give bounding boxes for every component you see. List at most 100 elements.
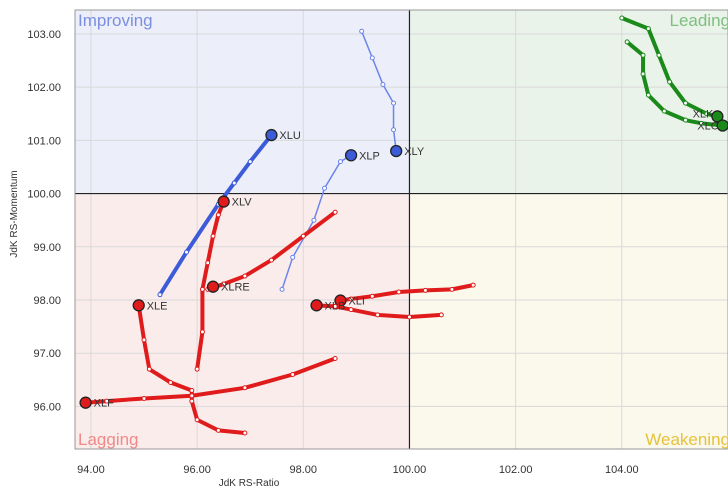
trail-point xyxy=(667,79,673,85)
trail-point xyxy=(332,356,338,362)
trail-point xyxy=(322,185,328,191)
trail-line-xlu xyxy=(157,133,274,297)
trail-xli xyxy=(334,282,476,307)
trail-point xyxy=(438,312,444,318)
trail-point xyxy=(210,233,216,239)
symbol-label-xlc: XLC xyxy=(697,120,718,132)
symbol-label-xlb: XLB xyxy=(325,300,346,312)
trail-line-xlb xyxy=(314,303,444,320)
head-marker-xlb xyxy=(310,299,323,312)
trail-point xyxy=(391,127,397,133)
trail-xlc xyxy=(624,39,728,132)
x-tick-label: 98.00 xyxy=(290,464,318,476)
head-marker-xlc xyxy=(716,119,728,132)
trail-point xyxy=(332,209,338,215)
trail-point xyxy=(369,293,375,299)
trail-point xyxy=(168,379,174,385)
y-tick-labels: 96.00 97.00 98.00 99.00 100.00 101.00 102.00 10… xyxy=(27,29,61,413)
trail-point xyxy=(290,372,296,378)
symbol-label-xlf: XLF xyxy=(94,398,114,410)
trail-point xyxy=(221,281,227,287)
trail-point xyxy=(683,117,689,123)
trail-point xyxy=(656,52,662,58)
trail-point xyxy=(311,217,317,223)
head-marker-xlre xyxy=(206,280,220,293)
trail-point xyxy=(406,314,412,320)
quadrant-labels: Improving Leading Lagging Weakening xyxy=(78,11,728,449)
head-marker-xly xyxy=(390,144,403,158)
quadrant-lagging xyxy=(75,193,410,449)
trail-point xyxy=(704,111,710,117)
trail-point xyxy=(640,52,646,58)
x-tick-label: 104.00 xyxy=(605,464,639,476)
trail-point xyxy=(359,28,365,34)
trail-point xyxy=(104,398,110,404)
x-axis-title: JdK RS-Ratio xyxy=(219,478,280,489)
trail-point xyxy=(242,385,248,391)
symbol-label-xlu: XLU xyxy=(279,130,300,142)
y-tick-label: 98.00 xyxy=(33,295,61,307)
trail-point xyxy=(231,180,237,186)
x-tick-label: 96.00 xyxy=(183,464,211,476)
quadrant-leading xyxy=(409,10,728,194)
trail-point xyxy=(199,286,205,292)
x-tick-label: 94.00 xyxy=(77,464,105,476)
quadrant-label-leading: Leading xyxy=(669,11,728,30)
trail-point xyxy=(215,212,221,218)
trail-xlk xyxy=(619,15,724,123)
y-tick-label: 99.00 xyxy=(33,242,61,254)
trail-point xyxy=(470,282,476,288)
trail-point xyxy=(348,296,354,302)
trail-point xyxy=(242,430,248,436)
x-tick-label: 102.00 xyxy=(499,464,533,476)
trail-point xyxy=(205,260,211,266)
x-tick-labels: 94.00 96.00 98.00 100.00 102.00 104.00 xyxy=(77,464,638,476)
center-lines xyxy=(75,10,728,449)
trail-point xyxy=(640,71,646,77)
trail-point xyxy=(380,81,386,87)
plot-border xyxy=(74,9,728,450)
trail-point xyxy=(290,254,296,260)
head-marker-xle xyxy=(132,299,145,312)
y-tick-label: 101.00 xyxy=(27,135,61,147)
trail-point xyxy=(396,289,402,295)
symbol-label-xlv: XLV xyxy=(232,197,253,209)
quadrant-label-weakening: Weakening xyxy=(645,430,728,449)
trail-point xyxy=(141,395,147,401)
y-tick-label: 97.00 xyxy=(33,348,61,360)
head-marker-xlp xyxy=(344,149,358,162)
trail-point xyxy=(698,120,704,126)
trail-point xyxy=(146,366,152,372)
trail-point xyxy=(375,312,381,318)
trail-point xyxy=(337,159,343,165)
trail-xle xyxy=(132,299,248,436)
trail-point xyxy=(449,286,455,292)
symbol-label-xlk: XLK xyxy=(693,108,714,120)
trail-point xyxy=(332,303,338,309)
trail-point xyxy=(183,249,189,255)
trail-point xyxy=(189,387,195,393)
trail-point xyxy=(247,159,253,165)
symbol-label-xlp: XLP xyxy=(359,150,380,162)
y-tick-label: 103.00 xyxy=(27,29,61,41)
quadrant-label-improving: Improving xyxy=(78,11,153,30)
rotation-trails xyxy=(79,15,728,436)
quadrant-label-lagging: Lagging xyxy=(78,430,139,449)
symbol-label-xly: XLY xyxy=(404,146,425,158)
trail-point xyxy=(194,366,200,372)
symbol-label-xle: XLE xyxy=(147,300,168,312)
trail-point xyxy=(199,329,205,335)
trail-point xyxy=(619,15,625,21)
trail-point xyxy=(624,39,630,45)
trail-point xyxy=(369,55,375,61)
quadrant-improving xyxy=(75,10,410,194)
trail-point xyxy=(242,273,248,279)
trail-xlre xyxy=(205,209,338,293)
plot-frame xyxy=(74,9,728,450)
trail-line-xlc xyxy=(625,39,725,128)
trail-point xyxy=(189,398,195,404)
trail-point xyxy=(683,100,689,106)
trail-point xyxy=(194,417,200,423)
